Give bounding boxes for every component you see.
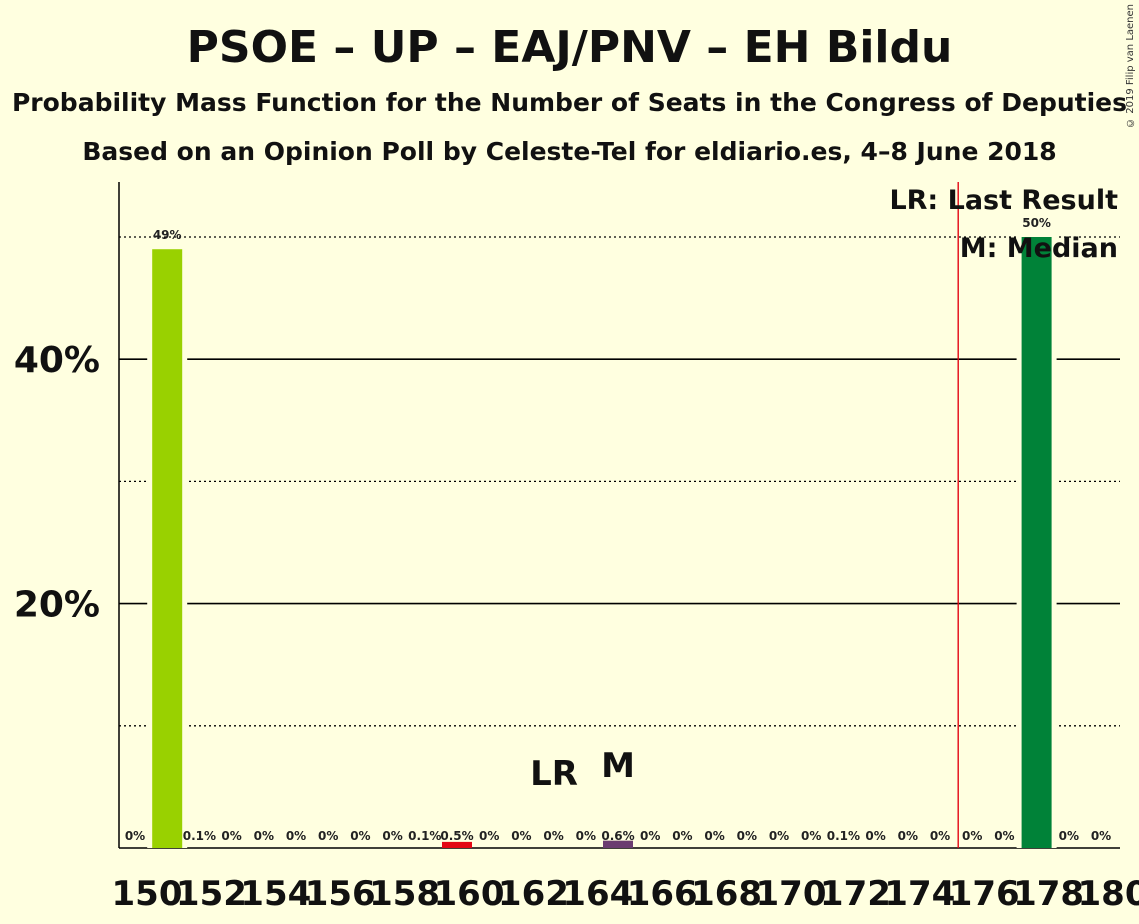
data-label: 0% <box>962 829 982 843</box>
x-tick-label: 154 <box>240 874 311 914</box>
bar-seat-151 <box>152 249 182 848</box>
bar-seat-178 <box>1022 237 1052 848</box>
data-label: 0% <box>350 829 370 843</box>
data-label: 50% <box>1022 216 1051 230</box>
data-label: 0% <box>511 829 531 843</box>
data-label: 0% <box>254 829 274 843</box>
data-label: 0% <box>1091 829 1111 843</box>
data-label: 0.6% <box>601 829 634 843</box>
data-label: 0% <box>286 829 306 843</box>
x-tick-label: 152 <box>176 874 247 914</box>
x-tick-label: 172 <box>820 874 891 914</box>
data-label: 0% <box>801 829 821 843</box>
x-tick-label: 158 <box>369 874 440 914</box>
x-tick-label: 178 <box>1013 874 1084 914</box>
x-tick-label: 174 <box>884 874 955 914</box>
x-tick-label: 164 <box>562 874 633 914</box>
data-label: 0% <box>994 829 1014 843</box>
data-label: 0.5% <box>440 829 473 843</box>
data-label: 0% <box>576 829 596 843</box>
data-label: 0% <box>125 829 145 843</box>
y-tick-label: 20% <box>14 585 100 626</box>
data-label: 0.1% <box>408 829 441 843</box>
data-label: 0% <box>704 829 724 843</box>
data-label: 49% <box>153 228 182 242</box>
x-tick-label: 160 <box>434 874 505 914</box>
data-label: 0% <box>865 829 885 843</box>
x-tick-label: 180 <box>1078 874 1139 914</box>
x-tick-label: 162 <box>498 874 569 914</box>
legend-median: M: Median <box>960 233 1118 264</box>
data-label: 0% <box>769 829 789 843</box>
data-label: 0% <box>640 829 660 843</box>
data-label: 0% <box>672 829 692 843</box>
data-label: 0.1% <box>827 829 860 843</box>
data-label: 0% <box>318 829 338 843</box>
legend-last-result: LR: Last Result <box>889 185 1118 216</box>
data-label: 0% <box>737 829 757 843</box>
data-label: 0.1% <box>183 829 216 843</box>
data-label: 0% <box>930 829 950 843</box>
y-tick-label: 40% <box>14 340 100 381</box>
x-tick-label: 156 <box>305 874 376 914</box>
x-tick-label: 170 <box>756 874 827 914</box>
median-marker: M <box>601 746 635 786</box>
x-tick-label: 168 <box>691 874 762 914</box>
x-tick-label: 166 <box>627 874 698 914</box>
data-label: 0% <box>479 829 499 843</box>
x-tick-label: 150 <box>112 874 183 914</box>
data-label: 0% <box>543 829 563 843</box>
x-tick-label: 176 <box>949 874 1020 914</box>
data-label: 0% <box>1059 829 1079 843</box>
data-label: 0% <box>221 829 241 843</box>
data-label: 0% <box>898 829 918 843</box>
data-label: 0% <box>382 829 402 843</box>
last-result-marker: LR <box>530 754 578 794</box>
